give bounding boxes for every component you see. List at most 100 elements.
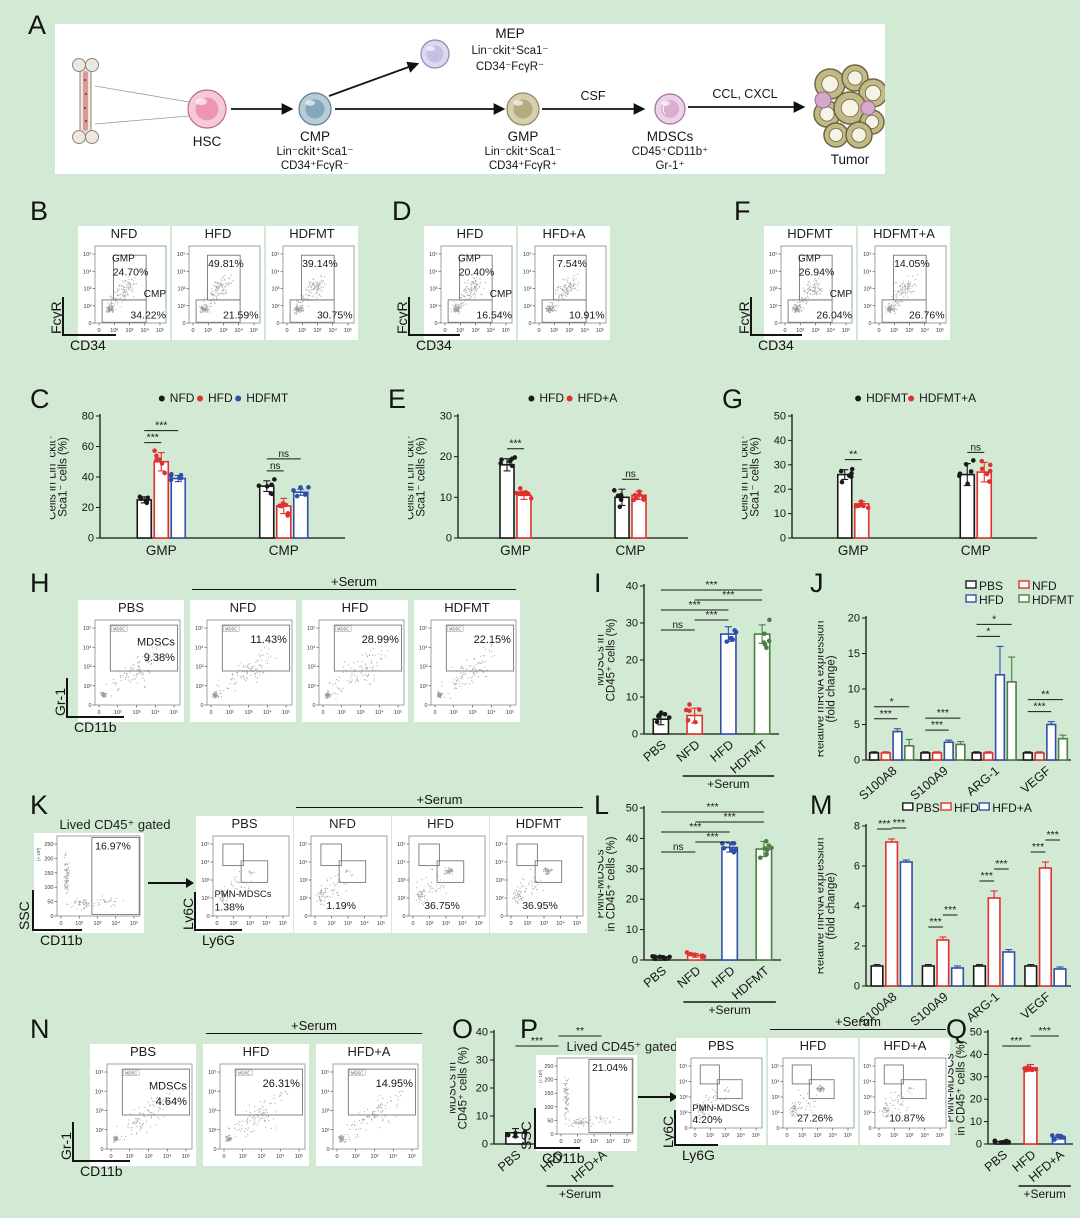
- bar-chart-j: 0 5 10 15 20 Relative mRNA expression(fold ch…: [818, 580, 1075, 803]
- svg-text:Relative mRNA expression(fold: Relative mRNA expression(fold change): [818, 621, 838, 758]
- flow-plot: HFD 27.26% 0 10² 10³ 10⁴ 10⁵ 0 10² 10³ 10⁴ 10⁵: [768, 1038, 858, 1145]
- svg-text:0: 0: [200, 703, 203, 709]
- flow-plot: HFD MDSC 26.31% 0 10² 10³ 10⁴ 10⁵ 0 10² 10³ 10⁴ 10⁵: [203, 1044, 309, 1166]
- serum-label: +Serum: [331, 574, 377, 589]
- svg-text:HFD: HFD: [954, 802, 979, 815]
- svg-text:MDSC: MDSC: [125, 1070, 137, 1075]
- flow-scatter: GMP 24.70% CMP 34.22% 0 10² 10³ 10⁴ 10⁵ 0 10² 10³ 10…: [83, 245, 167, 334]
- svg-text:10⁵: 10⁵: [279, 920, 287, 927]
- axis-label-x: CD34: [758, 337, 794, 353]
- svg-text:0: 0: [222, 1154, 225, 1160]
- svg-text:36.75%: 36.75%: [424, 900, 460, 912]
- svg-text:10²: 10²: [574, 1139, 582, 1145]
- svg-text:10³: 10³: [472, 328, 480, 334]
- svg-text:+Serum: +Serum: [707, 777, 749, 791]
- svg-text:PBS: PBS: [979, 580, 1003, 593]
- axis-arm: [674, 1110, 676, 1144]
- flow-title: HFD: [242, 1044, 270, 1059]
- svg-text:10⁴: 10⁴: [375, 709, 384, 716]
- flow-title: HDFMT: [515, 816, 562, 831]
- svg-text:HDFMT: HDFMT: [1032, 593, 1075, 607]
- svg-text:0: 0: [500, 914, 503, 920]
- svg-text:10²: 10²: [890, 328, 898, 334]
- flow-scatter: MDSC 14.95% 0 10² 10³ 10⁴ 10⁵ 0 10² 10³ 10⁴ 10⁵: [321, 1063, 419, 1160]
- svg-text:10²: 10²: [456, 328, 464, 334]
- panel-d-label: D: [392, 196, 412, 226]
- svg-text:10²: 10²: [770, 304, 778, 310]
- svg-text:10³: 10³: [864, 287, 872, 293]
- svg-text:10⁵: 10⁵: [170, 709, 178, 716]
- svg-text:20: 20: [476, 1083, 488, 1095]
- svg-text:0: 0: [109, 1154, 112, 1160]
- svg-text:HDFMT: HDFMT: [866, 392, 909, 405]
- svg-text:20: 20: [626, 894, 638, 906]
- serum-label: +Serum: [835, 1014, 881, 1029]
- svg-text:S100A9: S100A9: [908, 764, 951, 803]
- flow-title: HFD+A: [883, 1038, 927, 1053]
- svg-text:40: 40: [970, 1049, 982, 1061]
- svg-text:GMP: GMP: [838, 543, 869, 558]
- svg-text:9.38%: 9.38%: [144, 652, 175, 664]
- svg-text:*: *: [986, 625, 990, 637]
- svg-text:***: ***: [722, 589, 734, 601]
- svg-text:0: 0: [482, 1139, 488, 1151]
- svg-text:NFD: NFD: [674, 738, 703, 765]
- svg-text:30: 30: [970, 1071, 982, 1083]
- svg-text:***: ***: [147, 432, 159, 444]
- svg-text:10⁵: 10⁵: [771, 1063, 779, 1070]
- svg-text:NFD: NFD: [170, 392, 195, 405]
- axis-label-y: SSC: [518, 1121, 534, 1150]
- svg-text:10³: 10³: [770, 287, 778, 293]
- svg-text:10²: 10²: [398, 896, 406, 902]
- svg-text:0: 0: [854, 981, 860, 993]
- flow-title: HDFMT: [444, 600, 490, 615]
- svg-text:10⁵: 10⁵: [83, 251, 91, 258]
- flow-scatter: GMP 26.94% CMP 26.04% 0 10² 10³ 10⁴ 10⁵ 0 10² 10³ 10…: [769, 245, 853, 334]
- svg-text:GMP: GMP: [798, 253, 821, 264]
- svg-text:10²: 10²: [430, 304, 438, 310]
- axis-arm: [750, 297, 752, 334]
- flow-title: HFD: [799, 1038, 827, 1053]
- flow-plot: PBS PMN-MDSCs 4.20% 0 10² 10³ 10⁴ 10⁵ 0 10² 10³ 10…: [676, 1038, 766, 1145]
- svg-text:10⁵: 10⁵: [397, 841, 405, 848]
- svg-text:PBS: PBS: [641, 738, 669, 765]
- svg-text:PMN-MDSCsin CD45⁺ cells (%): PMN-MDSCsin CD45⁺ cells (%): [598, 836, 618, 931]
- svg-text:0: 0: [868, 1126, 871, 1132]
- svg-text:0: 0: [304, 914, 307, 920]
- svg-text:10³: 10³: [430, 287, 438, 293]
- svg-text:HFD+A: HFD+A: [992, 802, 1032, 815]
- svg-text:10³: 10³: [722, 1133, 730, 1139]
- svg-text:CMP: CMP: [830, 289, 853, 300]
- axis-arm: [32, 929, 82, 931]
- axis-arm: [408, 297, 410, 334]
- svg-text:(× 10³): (× 10³): [538, 1069, 543, 1083]
- svg-text:10³: 10³: [772, 1095, 780, 1101]
- flow-title: HFD+A: [347, 1044, 391, 1059]
- svg-text:10⁵: 10⁵: [863, 251, 871, 258]
- svg-text:MDSCs inCD45⁺ cells (%): MDSCs inCD45⁺ cells (%): [450, 1046, 470, 1129]
- svg-text:GMP: GMP: [508, 129, 539, 144]
- svg-text:CMP: CMP: [300, 129, 330, 144]
- svg-text:0: 0: [100, 1147, 103, 1153]
- svg-text:ns: ns: [970, 442, 981, 453]
- svg-text:10³: 10³: [398, 878, 406, 884]
- svg-text:10⁴: 10⁴: [112, 920, 121, 927]
- flow-plot: HDFMT 39.14% 30.75% 0 10² 10³ 10⁴ 10⁵ 0 10² 10³ 10…: [266, 226, 358, 340]
- svg-text:28.99%: 28.99%: [362, 634, 400, 646]
- svg-text:10⁴: 10⁴: [95, 1088, 104, 1095]
- svg-text:10⁴: 10⁴: [321, 1088, 330, 1095]
- svg-text:10²: 10²: [352, 1154, 360, 1160]
- flow-plot: PBS MDSC MDSCs 9.38% 0 10² 10³ 10⁴ 10⁵ 0 10² 10³ 10…: [78, 600, 184, 722]
- svg-text:10²: 10²: [680, 1111, 688, 1117]
- svg-text:10²: 10²: [96, 1128, 104, 1134]
- differentiation-diagram: HSC CMP Lin⁻ckit⁺Sca1⁻ CD34⁺FcγR⁻ MEP Lin⁻cki…: [72, 26, 888, 172]
- svg-text:10⁵: 10⁵: [95, 1069, 103, 1076]
- serum-line: [206, 1033, 422, 1034]
- svg-text:36.95%: 36.95%: [522, 900, 558, 912]
- svg-text:***: ***: [723, 811, 735, 823]
- svg-text:40: 40: [626, 833, 638, 845]
- svg-text:10⁵: 10⁵: [936, 327, 944, 334]
- svg-text:34.22%: 34.22%: [130, 309, 166, 321]
- svg-text:0: 0: [780, 533, 786, 545]
- svg-text:10³: 10³: [442, 921, 450, 927]
